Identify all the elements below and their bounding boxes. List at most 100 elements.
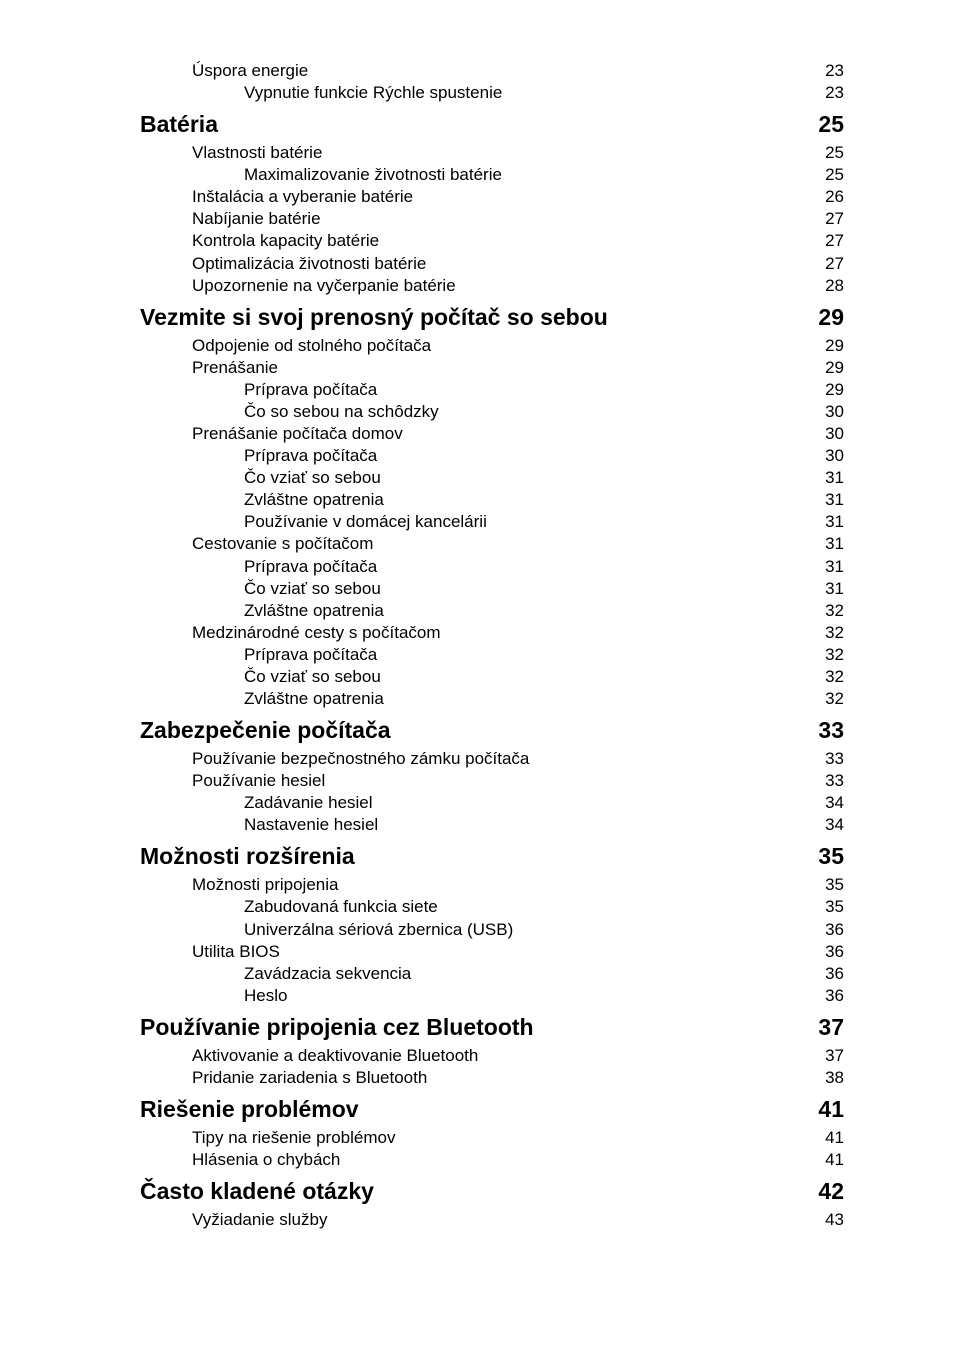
toc-page-number: 25: [804, 164, 844, 186]
toc-page-number: 31: [804, 511, 844, 533]
toc-entry: Používanie hesiel 33: [140, 770, 844, 792]
toc-label: Možnosti rozšírenia: [140, 842, 355, 872]
toc-page-number: 41: [804, 1095, 844, 1125]
toc-entry: Často kladené otázky42: [140, 1177, 844, 1207]
toc-page-number: 27: [804, 230, 844, 252]
toc-entry: Príprava počítača29: [140, 379, 844, 401]
toc-page-number: 29: [804, 335, 844, 357]
toc-label: Zvláštne opatrenia: [244, 489, 384, 511]
toc-label: Riešenie problémov: [140, 1095, 359, 1125]
table-of-contents: Úspora energie23Vypnutie funkcie Rýchle …: [140, 60, 844, 1231]
toc-entry: Vezmite si svoj prenosný počítač so sebo…: [140, 303, 844, 333]
toc-label: Maximalizovanie životnosti batérie: [244, 164, 502, 186]
toc-entry: Vyžiadanie služby43: [140, 1209, 844, 1231]
toc-label: Inštalácia a vyberanie batérie: [192, 186, 413, 208]
toc-page-number: 33: [804, 770, 844, 792]
toc-label: Príprava počítača: [244, 445, 377, 467]
toc-label: Odpojenie od stolného počítača: [192, 335, 431, 357]
toc-entry: Cestovanie s počítačom 31: [140, 533, 844, 555]
toc-label: Používanie pripojenia cez Bluetooth: [140, 1013, 534, 1043]
toc-label: Čo vziať so sebou: [244, 666, 381, 688]
toc-page-number: 23: [804, 60, 844, 82]
toc-entry: Čo vziať so sebou 32: [140, 666, 844, 688]
toc-entry: Možnosti rozšírenia 35: [140, 842, 844, 872]
toc-label: Zvláštne opatrenia: [244, 600, 384, 622]
toc-entry: Pridanie zariadenia s Bluetooth 38: [140, 1067, 844, 1089]
toc-entry: Medzinárodné cesty s počítačom32: [140, 622, 844, 644]
toc-entry: Vlastnosti batérie25: [140, 142, 844, 164]
toc-page-number: 28: [804, 275, 844, 297]
toc-page-number: 27: [804, 208, 844, 230]
toc-page-number: 31: [804, 578, 844, 600]
toc-label: Cestovanie s počítačom: [192, 533, 373, 555]
toc-entry: Utilita BIOS36: [140, 941, 844, 963]
toc-page-number: 41: [804, 1149, 844, 1171]
toc-entry: Zabudovaná funkcia siete35: [140, 896, 844, 918]
toc-page-number: 31: [804, 533, 844, 555]
toc-entry: Prenášanie počítača domov 30: [140, 423, 844, 445]
toc-entry: Zvláštne opatrenia 32: [140, 600, 844, 622]
toc-entry: Zvláštne opatrenia 32: [140, 688, 844, 710]
toc-label: Vypnutie funkcie Rýchle spustenie: [244, 82, 502, 104]
toc-entry: Hlásenia o chybách 41: [140, 1149, 844, 1171]
toc-page-number: 36: [804, 985, 844, 1007]
toc-label: Hlásenia o chybách: [192, 1149, 340, 1171]
toc-label: Nabíjanie batérie: [192, 208, 321, 230]
toc-page-number: 30: [804, 445, 844, 467]
toc-entry: Kontrola kapacity batérie 27: [140, 230, 844, 252]
toc-entry: Zabezpečenie počítača33: [140, 716, 844, 746]
toc-entry: Používanie pripojenia cez Bluetooth37: [140, 1013, 844, 1043]
toc-entry: Zvláštne opatrenia 31: [140, 489, 844, 511]
toc-label: Zvláštne opatrenia: [244, 688, 384, 710]
toc-page-number: 33: [804, 716, 844, 746]
toc-page-number: 32: [804, 622, 844, 644]
toc-label: Univerzálna sériová zbernica (USB): [244, 919, 513, 941]
toc-page-number: 34: [804, 792, 844, 814]
toc-page-number: 42: [804, 1177, 844, 1207]
toc-page-number: 36: [804, 941, 844, 963]
toc-page-number: 38: [804, 1067, 844, 1089]
toc-page-number: 36: [804, 919, 844, 941]
toc-label: Vyžiadanie služby: [192, 1209, 327, 1231]
toc-entry: Možnosti pripojenia35: [140, 874, 844, 896]
toc-page-number: 27: [804, 253, 844, 275]
toc-page-number: 32: [804, 600, 844, 622]
toc-page-number: 26: [804, 186, 844, 208]
toc-page-number: 32: [804, 644, 844, 666]
toc-entry: Nastavenie hesiel34: [140, 814, 844, 836]
toc-label: Používanie v domácej kancelárii: [244, 511, 487, 533]
toc-page-number: 29: [804, 303, 844, 333]
toc-label: Heslo: [244, 985, 287, 1007]
toc-label: Prenášanie počítača domov: [192, 423, 403, 445]
toc-page-number: 25: [804, 142, 844, 164]
toc-page-number: 25: [804, 110, 844, 140]
toc-label: Upozornenie na vyčerpanie batérie: [192, 275, 456, 297]
toc-page-number: 34: [804, 814, 844, 836]
toc-label: Možnosti pripojenia: [192, 874, 338, 896]
toc-label: Čo vziať so sebou: [244, 467, 381, 489]
toc-page-number: 37: [804, 1045, 844, 1067]
toc-entry: Používanie bezpečnostného zámku počítača…: [140, 748, 844, 770]
toc-entry: Čo vziať so sebou31: [140, 578, 844, 600]
toc-label: Batéria: [140, 110, 218, 140]
toc-page-number: 32: [804, 666, 844, 688]
toc-page-number: 29: [804, 357, 844, 379]
toc-label: Zavádzacia sekvencia: [244, 963, 411, 985]
toc-page: Úspora energie23Vypnutie funkcie Rýchle …: [0, 0, 954, 1369]
toc-page-number: 32: [804, 688, 844, 710]
toc-label: Používanie hesiel: [192, 770, 325, 792]
toc-page-number: 35: [804, 896, 844, 918]
toc-entry: Vypnutie funkcie Rýchle spustenie23: [140, 82, 844, 104]
toc-page-number: 30: [804, 423, 844, 445]
toc-page-number: 35: [804, 842, 844, 872]
toc-page-number: 41: [804, 1127, 844, 1149]
toc-label: Kontrola kapacity batérie: [192, 230, 379, 252]
toc-entry: Maximalizovanie životnosti batérie 25: [140, 164, 844, 186]
toc-entry: Príprava počítača31: [140, 556, 844, 578]
toc-label: Pridanie zariadenia s Bluetooth: [192, 1067, 427, 1089]
toc-page-number: 29: [804, 379, 844, 401]
toc-entry: Čo so sebou na schôdzky30: [140, 401, 844, 423]
toc-label: Príprava počítača: [244, 644, 377, 666]
toc-page-number: 31: [804, 489, 844, 511]
toc-label: Vezmite si svoj prenosný počítač so sebo…: [140, 303, 608, 333]
